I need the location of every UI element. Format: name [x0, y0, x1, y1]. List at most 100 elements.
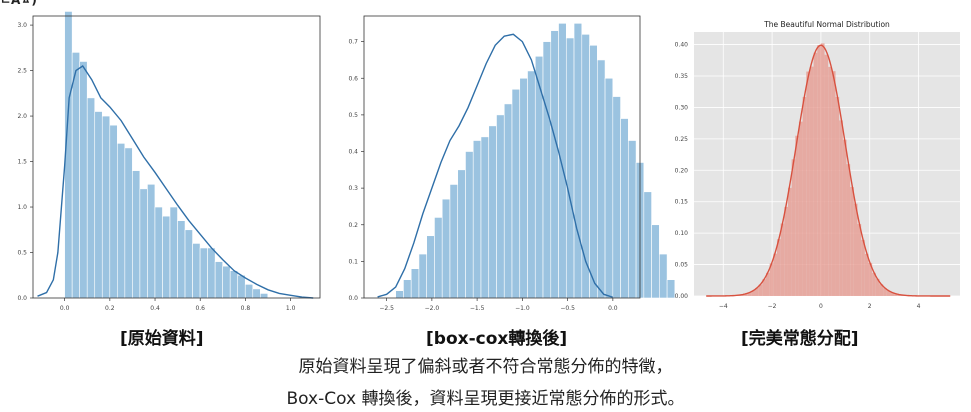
- histogram-bar: [765, 272, 770, 296]
- y-tick-label: 0.7: [348, 39, 358, 46]
- histogram-bar: [784, 206, 788, 296]
- panel-label-boxcox: [box-cox轉換後]: [426, 329, 568, 349]
- histogram-bar: [94, 111, 103, 299]
- kde-line: [37, 65, 314, 299]
- histogram-bar: [117, 143, 126, 299]
- histogram-bar: [480, 136, 490, 299]
- histogram-bar: [604, 77, 614, 299]
- histogram-bar: [886, 290, 891, 296]
- histogram-bar: [222, 265, 231, 299]
- histogram-bar: [853, 203, 858, 296]
- histogram-bar: [169, 206, 178, 299]
- histogram-bar: [395, 290, 404, 299]
- histogram-bar: [558, 23, 567, 299]
- histogram-bar: [666, 279, 676, 299]
- histogram-bar: [813, 52, 818, 296]
- y-tick-label: 0.20: [675, 167, 689, 174]
- histogram-bar: [542, 41, 552, 299]
- histogram-bar: [787, 187, 792, 296]
- x-tick-label: 0.0: [608, 305, 618, 312]
- histogram-bar: [809, 66, 814, 296]
- histogram-bar: [879, 284, 884, 296]
- panel-label-normal: [完美常態分配]: [741, 329, 859, 349]
- y-tick-label: 0.5: [348, 112, 358, 119]
- histogram-bar: [441, 198, 451, 299]
- x-tick-label: −1.0: [515, 305, 530, 312]
- histogram-bar: [496, 114, 505, 299]
- cropped-top-text: ㄴAㅿ): [0, 0, 37, 7]
- x-tick-label: −0.5: [560, 305, 575, 312]
- y-tick-label: 0.2: [348, 222, 358, 229]
- y-tick-label: 0.6: [348, 75, 358, 82]
- axes-frame: [32, 15, 321, 299]
- histogram-bar: [109, 124, 118, 299]
- histogram-bar: [154, 206, 163, 299]
- histogram-bar: [850, 187, 854, 296]
- y-tick-label: 0.00: [675, 293, 689, 300]
- histogram-bar: [192, 243, 201, 299]
- panel-label-original: [原始資料]: [120, 329, 204, 349]
- histogram-bar: [817, 45, 821, 297]
- histogram-bar: [457, 169, 466, 299]
- histogram-bar: [659, 253, 668, 299]
- y-tick-label: 0.35: [675, 73, 689, 80]
- histogram-bar: [519, 77, 528, 299]
- histogram-bar: [101, 115, 111, 299]
- y-tick-label: 0.3: [348, 185, 358, 192]
- histogram-bar: [449, 184, 459, 299]
- histogram-bar: [758, 284, 763, 296]
- histogram-bar: [798, 121, 803, 296]
- y-tick-label: 2.5: [17, 68, 27, 75]
- histogram-bar: [214, 261, 223, 299]
- histogram-bar: [565, 37, 575, 299]
- x-tick-label: −1.5: [470, 305, 485, 312]
- histogram-bar: [747, 292, 752, 296]
- caption-line-1: 原始資料呈現了偏斜或者不符合常態分佈的特徵，: [298, 357, 673, 377]
- histogram-bar: [828, 66, 832, 297]
- chart-boxcox-transformed: 0.0 0.1 0.2 0.3 0.4 0.5 0.6 0.7 −2.5 −2.0 −1.5 −1.0…: [348, 15, 676, 312]
- x-tick-label: 4: [917, 303, 921, 310]
- y-tick-label: 0.25: [675, 136, 689, 143]
- histogram-bar: [864, 253, 869, 296]
- histogram-bar: [237, 274, 246, 299]
- y-tick-label: 0.0: [348, 295, 358, 302]
- histogram-bar: [184, 229, 193, 299]
- histogram-bar: [795, 135, 799, 296]
- histogram-bar: [550, 30, 559, 299]
- y-tick-label: 0.40: [675, 42, 689, 49]
- histogram-bar: [894, 293, 898, 296]
- histogram-bar: [465, 151, 474, 299]
- histogram-bar: [177, 220, 186, 299]
- histogram-bar: [868, 262, 873, 296]
- histogram-bar: [769, 263, 774, 296]
- histogram-bar: [831, 71, 836, 296]
- histogram-bar: [418, 253, 427, 299]
- histogram-bar: [875, 278, 880, 296]
- histogram-bar: [124, 147, 133, 299]
- histogram-bar: [147, 183, 156, 299]
- histogram-bar: [244, 284, 254, 299]
- histogram-bar: [820, 43, 825, 296]
- histogram-bar: [132, 170, 141, 299]
- histogram-bar: [872, 272, 876, 296]
- y-tick-label: 0.1: [348, 258, 358, 265]
- histogram-bar: [806, 71, 810, 296]
- histogram-bar: [857, 224, 862, 296]
- x-tick-label: 0.2: [105, 305, 115, 312]
- histogram-bar: [839, 120, 843, 296]
- y-tick-label: 0.0: [17, 295, 27, 302]
- chart-original-data: 0.0 0.5 1.0 1.5 2.0 2.5 3.0 0.0 0.2 0.4 0.6 0.8 1.0: [17, 11, 321, 312]
- y-tick-label: 0.30: [675, 104, 689, 111]
- kde-line: [706, 44, 951, 297]
- chart-normal-distribution: 0.00 0.05 0.10 0.15 0.20 0.25 0.30 0.35 0.40 −4 −2…: [675, 20, 960, 310]
- histogram-bar: [589, 44, 598, 299]
- histogram-bar: [503, 103, 513, 299]
- histogram-bar: [162, 215, 171, 299]
- histogram-bar: [776, 239, 781, 296]
- histogram-bar: [744, 293, 748, 296]
- chart-title: The Beautiful Normal Distribution: [763, 20, 890, 29]
- y-tick-label: 1.5: [17, 159, 27, 166]
- histogram-bar: [199, 247, 208, 299]
- histogram-bar: [835, 96, 840, 297]
- y-tick-label: 0.5: [17, 250, 27, 257]
